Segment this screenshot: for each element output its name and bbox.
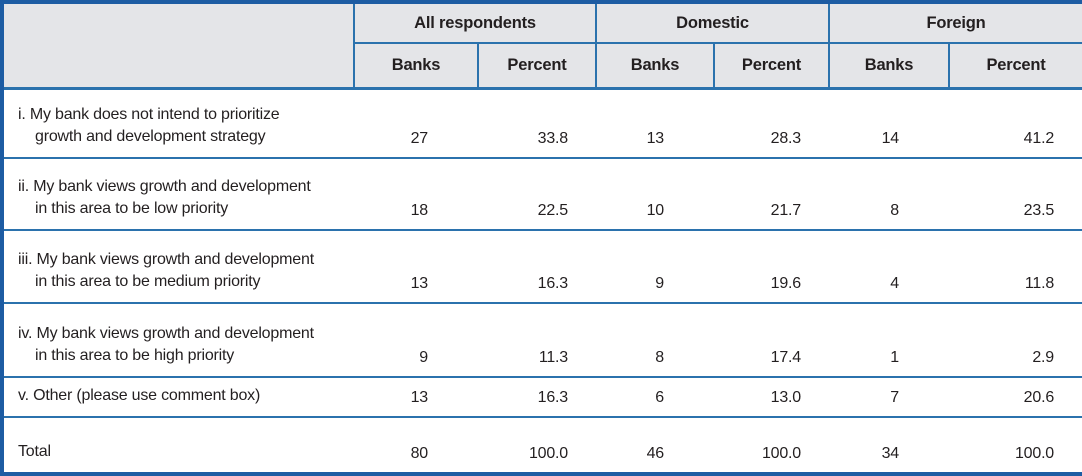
cell-foreign-banks: 4 — [829, 228, 949, 303]
table-row-v: v. Other (please use comment box) 13 16.… — [2, 375, 1082, 417]
table-body: i. My bank does not intend to prioritize… — [2, 86, 1082, 474]
cell-domestic-banks: 46 — [596, 415, 714, 474]
row-label-line2: in this area to be high priority — [35, 346, 235, 364]
cell-domestic-percent: 17.4 — [714, 301, 829, 377]
cell-all-percent: 16.3 — [478, 375, 596, 417]
cell-domestic-banks: 10 — [596, 156, 714, 230]
sub-header-foreign-banks: Banks — [828, 42, 950, 89]
cell-foreign-percent: 41.2 — [949, 86, 1082, 158]
sub-header-all-banks: Banks — [353, 42, 479, 89]
group-header-foreign: Foreign — [827, 1, 1082, 44]
row-label-line1: iv. My bank views growth and development — [18, 324, 314, 342]
row-label: v. Other (please use comment box) — [2, 375, 354, 417]
cell-all-banks: 27 — [354, 86, 478, 158]
column-group-header-row: All respondents Domestic Foreign — [1, 1, 1082, 88]
cell-all-banks: 9 — [354, 301, 478, 377]
cell-domestic-percent: 28.3 — [714, 86, 829, 158]
cell-all-banks: 18 — [354, 156, 478, 230]
cell-domestic-banks: 13 — [596, 86, 714, 158]
cell-all-banks: 13 — [354, 375, 478, 417]
cell-domestic-banks: 8 — [596, 301, 714, 377]
cell-all-percent: 16.3 — [478, 228, 596, 303]
row-label: Total — [2, 415, 354, 474]
cell-foreign-percent: 11.8 — [949, 228, 1082, 303]
row-label-line1: iii. My bank views growth and developmen… — [18, 250, 314, 268]
cell-foreign-banks: 14 — [829, 86, 949, 158]
cell-domestic-banks: 6 — [596, 375, 714, 417]
row-label-line2: growth and development strategy — [35, 127, 266, 145]
row-label: iv. My bank views growth and development… — [2, 301, 354, 377]
cell-all-percent: 22.5 — [478, 156, 596, 230]
cell-all-percent: 11.3 — [478, 301, 596, 377]
table-row-iii: iii. My bank views growth and developmen… — [2, 228, 1082, 303]
cell-foreign-percent: 23.5 — [949, 156, 1082, 230]
sub-header-domestic-percent: Percent — [713, 42, 830, 89]
cell-all-percent: 33.8 — [478, 86, 596, 158]
row-label-line2: in this area to be medium priority — [35, 272, 261, 290]
row-label-header-cell — [1, 1, 355, 88]
row-label-line2: in this area to be low priority — [35, 199, 229, 217]
sub-header-foreign-percent: Percent — [947, 42, 1082, 89]
row-label-line1: Total — [18, 442, 51, 460]
cell-foreign-banks: 34 — [829, 415, 949, 474]
table-header: All respondents Domestic Foreign Banks P… — [1, 1, 1082, 89]
group-header-all-respondents: All respondents — [353, 1, 597, 44]
sub-header-domestic-banks: Banks — [595, 42, 715, 89]
cell-foreign-banks: 7 — [829, 375, 949, 417]
group-header-domestic: Domestic — [595, 1, 830, 44]
table-row-ii: ii. My bank views growth and development… — [2, 156, 1082, 230]
row-label-line1: v. Other (please use comment box) — [18, 386, 261, 404]
cell-domestic-percent: 19.6 — [714, 228, 829, 303]
row-label: ii. My bank views growth and development… — [2, 156, 354, 230]
cell-domestic-banks: 9 — [596, 228, 714, 303]
sub-header-row: Banks Percent Banks Percent Banks Percen… — [2, 42, 1082, 89]
cell-foreign-banks: 1 — [829, 301, 949, 377]
row-label-line1: ii. My bank views growth and development — [18, 177, 311, 195]
sub-header-all-percent: Percent — [477, 42, 597, 89]
row-label-line1: i. My bank does not intend to prioritize — [18, 105, 280, 123]
cell-all-percent: 100.0 — [478, 415, 596, 474]
table-row-total: Total 80 100.0 46 100.0 34 100.0 — [2, 415, 1082, 474]
cell-domestic-percent: 21.7 — [714, 156, 829, 230]
table-row-i: i. My bank does not intend to prioritize… — [2, 86, 1082, 158]
cell-all-banks: 13 — [354, 228, 478, 303]
cell-all-banks: 80 — [354, 415, 478, 474]
cell-foreign-percent: 2.9 — [949, 301, 1082, 377]
row-label: i. My bank does not intend to prioritize… — [2, 86, 354, 158]
cell-foreign-percent: 100.0 — [949, 415, 1082, 474]
cell-domestic-percent: 100.0 — [714, 415, 829, 474]
cell-foreign-banks: 8 — [829, 156, 949, 230]
cell-foreign-percent: 20.6 — [949, 375, 1082, 417]
cell-domestic-percent: 13.0 — [714, 375, 829, 417]
row-label: iii. My bank views growth and developmen… — [2, 228, 354, 303]
table-row-iv: iv. My bank views growth and development… — [2, 301, 1082, 377]
